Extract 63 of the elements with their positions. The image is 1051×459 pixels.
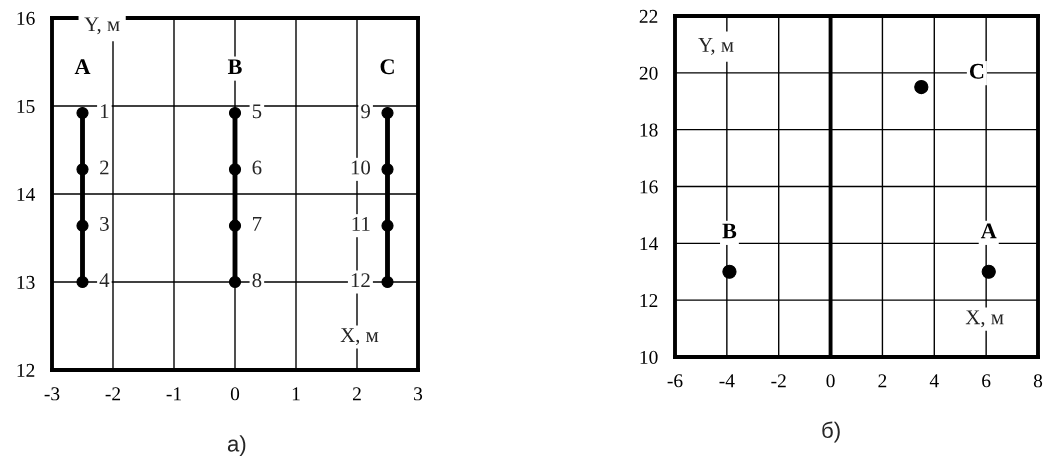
- x-tick-label: 0: [826, 374, 835, 388]
- y-tick-label: 22: [639, 9, 658, 23]
- x-tick-label: 6: [982, 374, 991, 388]
- y-tick-label: 16: [640, 180, 658, 194]
- y-axis-title: Y, м: [84, 17, 120, 35]
- y-tick-label: 13: [17, 275, 35, 289]
- y-tick-label: 14: [640, 237, 659, 251]
- point: [76, 275, 89, 289]
- y-tick-label: 15: [17, 99, 35, 113]
- x-tick-label: -6: [667, 374, 683, 388]
- series-label: C: [380, 59, 394, 75]
- annotation: 9: [361, 104, 370, 119]
- y-axis-title: Y, м: [698, 38, 734, 55]
- x-tick-label: 2: [352, 387, 361, 401]
- series-label: B: [722, 223, 737, 239]
- point: [228, 163, 242, 176]
- point: [381, 163, 394, 176]
- series-label: C: [969, 63, 984, 79]
- series-label: A: [74, 59, 91, 74]
- x-tick-label: -2: [105, 387, 121, 401]
- x-tick-label: -4: [719, 374, 735, 388]
- x-tick-label: 1: [292, 387, 300, 401]
- annotation: 2: [100, 160, 109, 175]
- annotation: 6: [252, 160, 262, 175]
- x-axis-title: X, м: [340, 328, 379, 346]
- y-tick-label: 16: [17, 11, 35, 25]
- y-tick-label: 10: [640, 350, 658, 364]
- x-tick-label: 4: [929, 374, 939, 388]
- point: [76, 106, 89, 120]
- y-tick-label: 14: [17, 187, 36, 201]
- annotation: 12: [351, 273, 370, 288]
- point: [381, 106, 394, 120]
- series-label: B: [227, 59, 242, 75]
- x-axis-title: X, м: [965, 310, 1004, 328]
- x-tick-label: 0: [230, 387, 240, 401]
- point: [381, 275, 394, 289]
- y-tick-label: 12: [640, 294, 658, 307]
- y-tick-label: 12: [17, 363, 35, 377]
- annotation: 3: [100, 216, 109, 231]
- annotation: 5: [252, 104, 262, 119]
- text: a): [227, 435, 246, 457]
- x-tick-label: 2: [878, 374, 887, 388]
- point: [381, 219, 394, 232]
- annotation: 1: [101, 104, 109, 119]
- x-tick-label: -1: [166, 387, 181, 401]
- point: [76, 163, 89, 176]
- point: [228, 275, 242, 289]
- annotation: 11: [352, 216, 370, 231]
- series-label: A: [980, 223, 997, 239]
- annotation: 10: [351, 160, 371, 175]
- annotation: 7: [253, 217, 262, 231]
- y-tick-label: 18: [640, 123, 658, 137]
- text: б): [822, 421, 840, 443]
- point: [228, 219, 242, 232]
- point: [228, 106, 242, 120]
- annotation: 4: [99, 273, 110, 288]
- x-tick-label: 3: [414, 387, 423, 401]
- y-tick-label: 20: [639, 66, 658, 80]
- x-tick-label: -3: [44, 387, 60, 401]
- point: [76, 219, 89, 232]
- x-tick-label: 8: [1033, 374, 1043, 388]
- annotation: 8: [252, 273, 262, 288]
- x-tick-label: -2: [771, 374, 786, 388]
